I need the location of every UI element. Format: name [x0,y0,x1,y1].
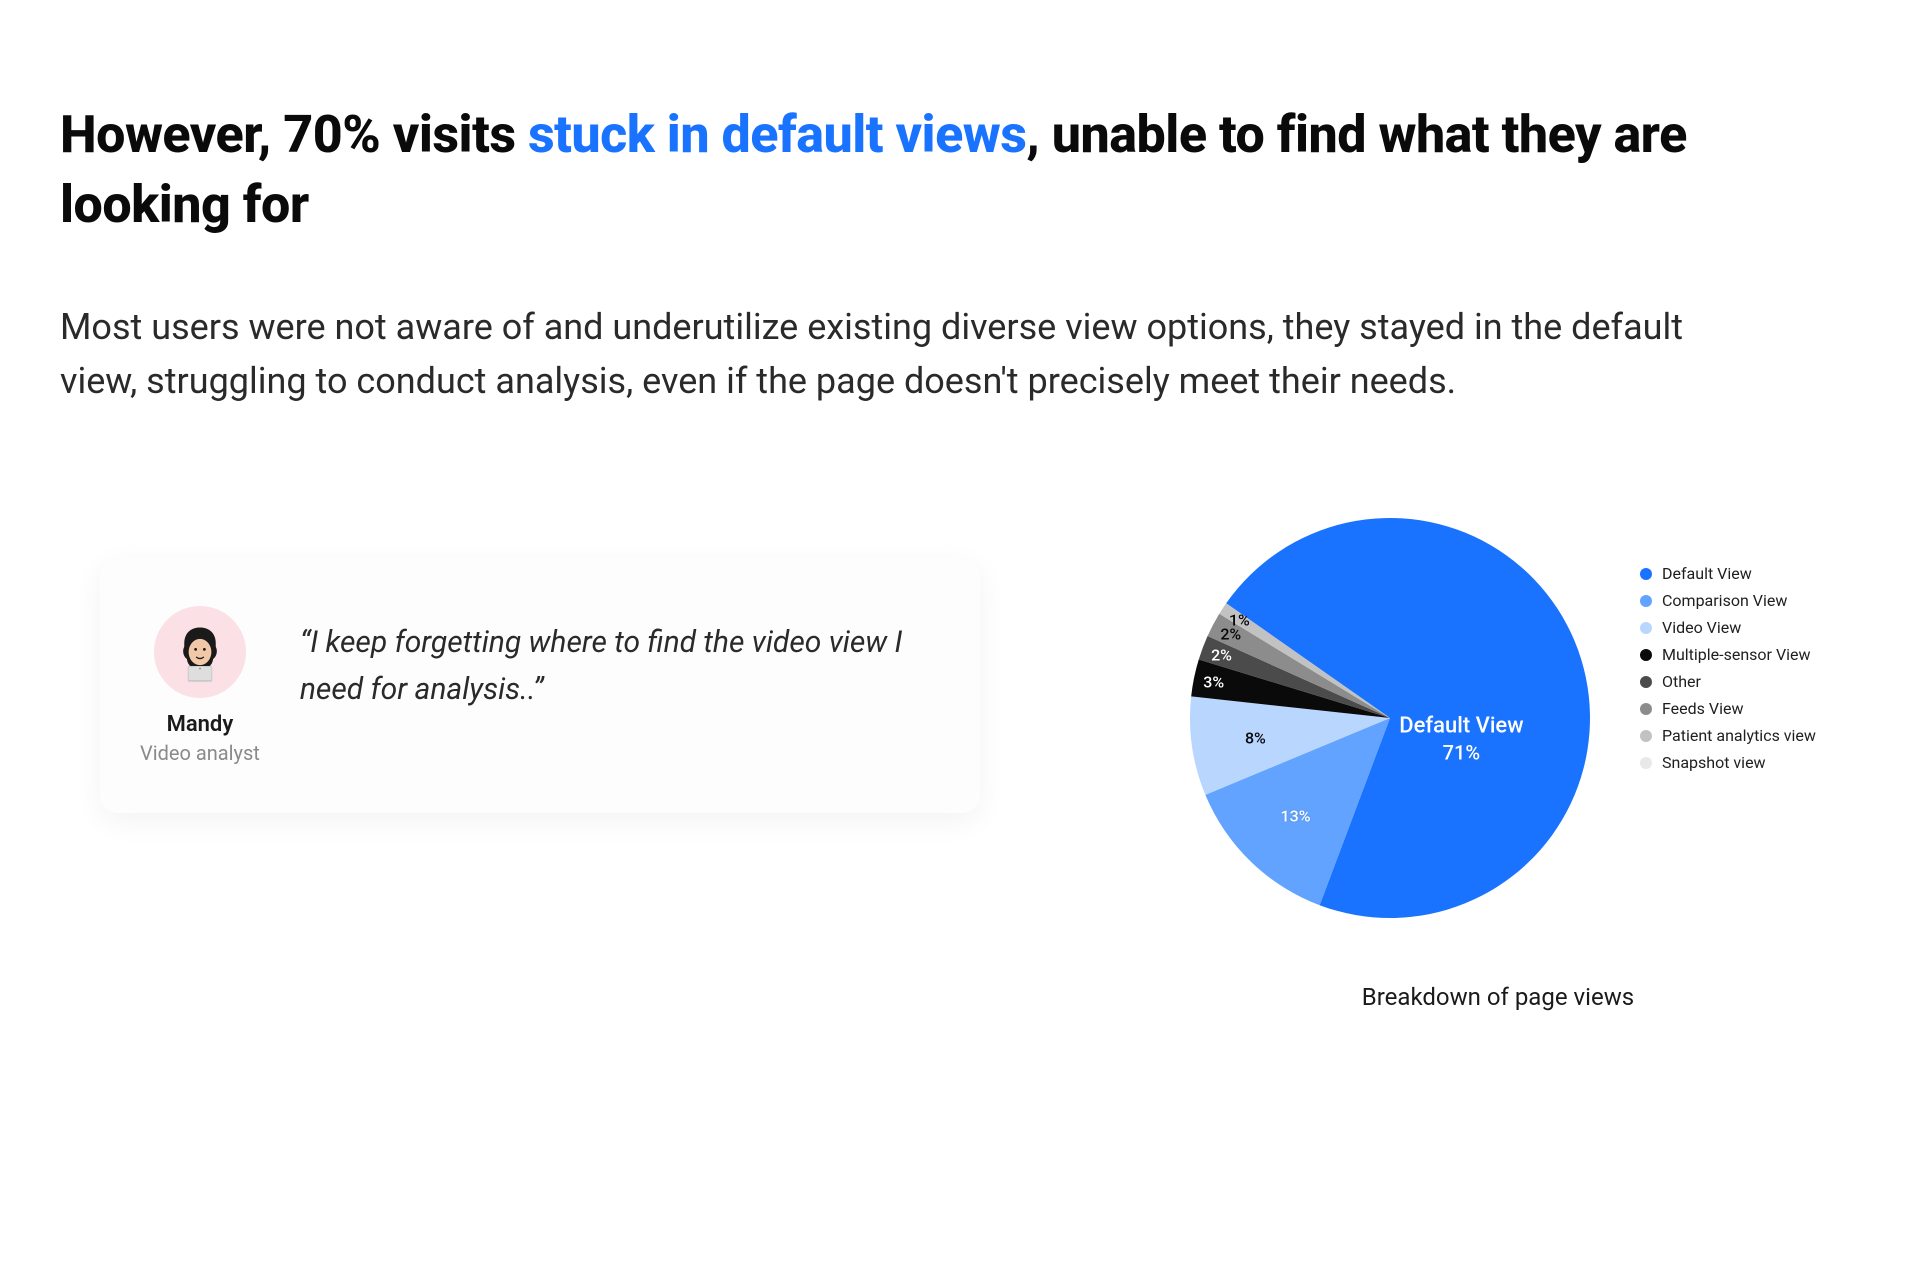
quote-text: “I keep forgetting where to find the vid… [300,606,924,713]
legend-label: Other [1662,672,1701,691]
legend-label: Comparison View [1662,591,1787,610]
legend-item: Default View [1640,564,1816,583]
legend-label: Multiple-sensor View [1662,645,1811,664]
legend-label: Snapshot view [1662,753,1766,772]
pie-chart: Default View 71% 13%8%3%2%2%1% [1180,508,1600,928]
avatar-block: Mandy Video analyst [140,606,260,765]
legend-label: Patient analytics view [1662,726,1816,745]
pie-slice-label: 8% [1245,728,1266,747]
heading-highlight: stuck in default views [528,104,1026,165]
avatar-role: Video analyst [140,741,260,765]
legend-item: Patient analytics view [1640,726,1816,745]
legend-item: Comparison View [1640,591,1816,610]
legend-item: Snapshot view [1640,753,1816,772]
legend-item: Other [1640,672,1816,691]
pie-slice-label: 2% [1211,646,1232,665]
content-row: Mandy Video analyst “I keep forgetting w… [60,508,1860,1011]
avatar-icon [154,606,246,698]
legend-label: Video View [1662,618,1741,637]
pie-chart-section: Default View 71% 13%8%3%2%2%1% Default V… [1180,508,1816,1011]
legend-swatch [1640,730,1652,742]
legend-item: Feeds View [1640,699,1816,718]
pie-center-name: Default View [1399,714,1523,739]
pie-center-pct: 71% [1399,741,1523,765]
legend-swatch [1640,757,1652,769]
legend-label: Feeds View [1662,699,1743,718]
description-text: Most users were not aware of and underut… [60,300,1760,408]
pie-legend: Default View Comparison View Video View Mul… [1640,564,1816,772]
legend-swatch [1640,595,1652,607]
avatar-name: Mandy [167,712,234,737]
legend-swatch [1640,703,1652,715]
quote-card: Mandy Video analyst “I keep forgetting w… [100,558,980,813]
legend-swatch [1640,649,1652,661]
page-heading: However, 70% visits stuck in default vie… [60,100,1860,240]
legend-swatch [1640,622,1652,634]
chart-with-legend: Default View 71% 13%8%3%2%2%1% Default V… [1180,508,1816,928]
legend-label: Default View [1662,564,1752,583]
pie-slice-label: 13% [1281,807,1311,826]
legend-swatch [1640,568,1652,580]
pie-center-label: Default View 71% [1399,714,1523,765]
chart-caption: Breakdown of page views [1362,983,1634,1011]
pie-svg [1180,508,1600,928]
pie-slice-label: 3% [1203,673,1224,692]
pie-slice-label: 1% [1229,610,1250,629]
legend-item: Video View [1640,618,1816,637]
heading-part1: However, 70% visits [60,104,528,165]
legend-item: Multiple-sensor View [1640,645,1816,664]
legend-swatch [1640,676,1652,688]
